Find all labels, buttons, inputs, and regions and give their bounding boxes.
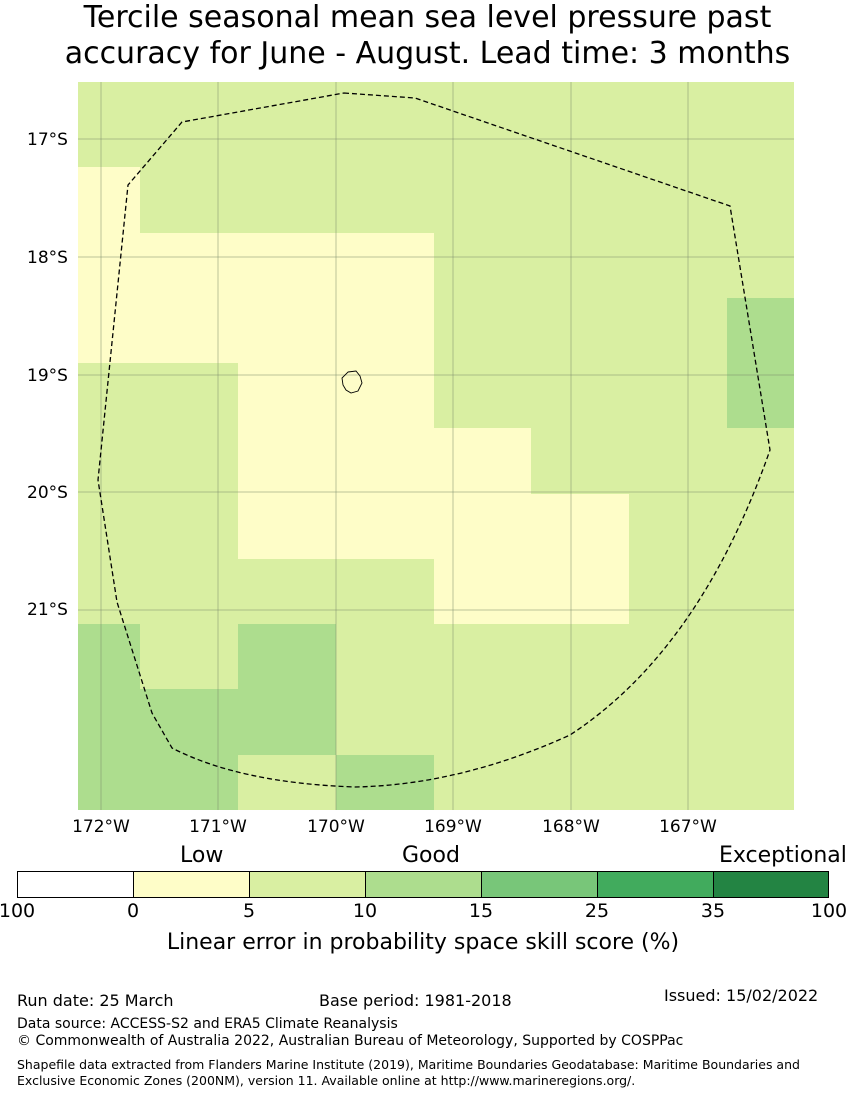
map-title: Tercile seasonal mean sea level pressure… xyxy=(0,0,855,72)
colorbar-tick-0: 100 xyxy=(0,900,36,922)
lat-label-20s: 20°S xyxy=(27,483,68,503)
shapefile-credit: Shapefile data extracted from Flanders M… xyxy=(17,1057,800,1088)
colorbar-segment xyxy=(17,871,133,898)
lon-label-172w: 172°W xyxy=(72,817,130,837)
base-period: Base period: 1981-2018 xyxy=(319,991,512,1010)
lon-label-168w: 168°W xyxy=(542,817,600,837)
colorbar-good-label: Good xyxy=(402,843,460,868)
title-line-1: Tercile seasonal mean sea level pressure… xyxy=(83,0,772,35)
lat-label-19s: 19°S xyxy=(27,366,68,386)
lon-label-170w: 170°W xyxy=(307,817,365,837)
lon-label-171w: 171°W xyxy=(189,817,247,837)
niue-island-outline xyxy=(341,370,363,394)
title-line-2: accuracy for June - August. Lead time: 3… xyxy=(64,36,791,71)
colorbar-segment xyxy=(481,871,597,898)
colorbar-segment xyxy=(365,871,481,898)
colorbar-exceptional-label: Exceptional xyxy=(719,843,847,868)
colorbar-tick-2: 5 xyxy=(242,900,256,922)
colorbar-axis-label: Linear error in probability space skill … xyxy=(166,930,680,955)
grid-cell xyxy=(78,167,140,233)
lon-label-167w: 167°W xyxy=(659,817,717,837)
lon-label-169w: 169°W xyxy=(424,817,482,837)
grid-cell xyxy=(78,233,434,363)
lat-label-17s: 17°S xyxy=(27,130,68,150)
grid-cell xyxy=(238,624,336,755)
colorbar-segment xyxy=(249,871,365,898)
grid-cell xyxy=(727,298,794,428)
colorbar-tick-4: 15 xyxy=(468,900,494,922)
colorbar-segment xyxy=(133,871,249,898)
colorbar-segment xyxy=(713,871,829,898)
lat-label-18s: 18°S xyxy=(27,248,68,268)
grid-cell xyxy=(78,624,140,810)
lat-label-21s: 21°S xyxy=(27,600,68,620)
colorbar-tick-6: 35 xyxy=(700,900,726,922)
colorbar-tick-5: 25 xyxy=(584,900,610,922)
colorbar-segment xyxy=(597,871,713,898)
run-date: Run date: 25 March xyxy=(17,991,174,1010)
grid-cell xyxy=(434,428,531,494)
grid-cell xyxy=(434,494,629,624)
data-source: Data source: ACCESS-S2 and ERA5 Climate … xyxy=(17,1016,398,1032)
colorbar-tick-3: 10 xyxy=(352,900,378,922)
eez-boundary xyxy=(97,92,771,788)
issued-date: Issued: 15/02/2022 xyxy=(664,986,819,1005)
skill-map: 17°S 18°S 19°S 20°S 21°S 172°W 171°W 170… xyxy=(27,82,794,837)
copyright: © Commonwealth of Australia 2022, Austra… xyxy=(17,1033,684,1049)
colorbar-tick-7: 100 xyxy=(810,900,848,922)
colorbar-tick-1: 0 xyxy=(126,900,140,922)
grid-cell xyxy=(140,689,238,810)
skill-grid xyxy=(78,82,794,810)
grid-cell xyxy=(336,755,434,810)
colorbar-low-label: Low xyxy=(180,843,224,868)
